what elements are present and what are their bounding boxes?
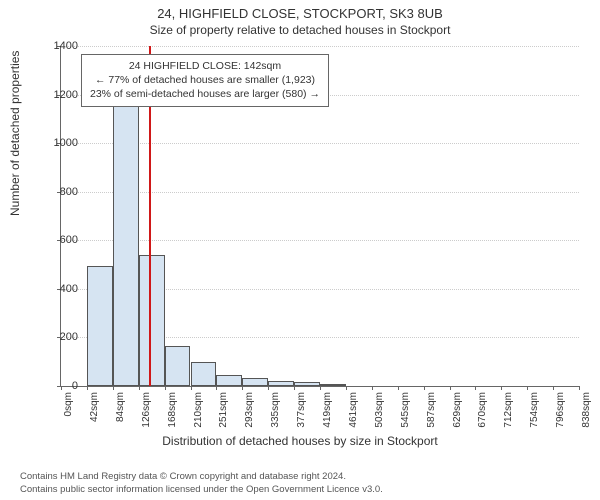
- plot-area: 24 HIGHFIELD CLOSE: 142sqm ← 77% of deta…: [60, 46, 579, 387]
- chart-subtitle: Size of property relative to detached ho…: [0, 21, 600, 37]
- ytick-label: 1400: [44, 40, 78, 52]
- xtick-mark: [501, 386, 502, 390]
- ytick-label: 1200: [44, 89, 78, 101]
- footer-line1: Contains HM Land Registry data © Crown c…: [20, 471, 383, 483]
- xtick-mark: [450, 386, 451, 390]
- xtick-mark: [216, 386, 217, 390]
- xtick-label: 84sqm: [115, 392, 126, 422]
- xtick-mark: [346, 386, 347, 390]
- xtick-mark: [294, 386, 295, 390]
- xtick-mark: [87, 386, 88, 390]
- xtick-label: 419sqm: [322, 392, 333, 428]
- footer: Contains HM Land Registry data © Crown c…: [20, 471, 383, 496]
- xtick-label: 503sqm: [374, 392, 385, 428]
- xtick-mark: [424, 386, 425, 390]
- gridline: [61, 240, 579, 241]
- xtick-label: 754sqm: [529, 392, 540, 428]
- annotation-line3: 23% of semi-detached houses are larger (…: [90, 87, 320, 101]
- xtick-mark: [320, 386, 321, 390]
- xtick-mark: [579, 386, 580, 390]
- histogram-bar: [294, 382, 320, 386]
- annotation-line2: ← 77% of detached houses are smaller (1,…: [90, 73, 320, 87]
- histogram-bar: [165, 346, 191, 386]
- histogram-bar: [191, 362, 217, 386]
- xtick-mark: [242, 386, 243, 390]
- xtick-mark: [165, 386, 166, 390]
- histogram-bar: [113, 101, 139, 386]
- xtick-label: 838sqm: [581, 392, 592, 428]
- chart-title: 24, HIGHFIELD CLOSE, STOCKPORT, SK3 8UB: [0, 0, 600, 21]
- chart-container: 24, HIGHFIELD CLOSE, STOCKPORT, SK3 8UB …: [0, 0, 600, 500]
- ytick-label: 0: [44, 380, 78, 392]
- xtick-label: 293sqm: [244, 392, 255, 428]
- xtick-label: 0sqm: [63, 392, 74, 416]
- histogram-bar: [139, 255, 165, 386]
- xtick-label: 210sqm: [193, 392, 204, 428]
- xtick-label: 670sqm: [477, 392, 488, 428]
- ytick-label: 800: [44, 186, 78, 198]
- xtick-label: 251sqm: [218, 392, 229, 428]
- xtick-label: 629sqm: [452, 392, 463, 428]
- xtick-label: 168sqm: [167, 392, 178, 428]
- ytick-label: 1000: [44, 137, 78, 149]
- xtick-label: 42sqm: [89, 392, 100, 422]
- xtick-mark: [113, 386, 114, 390]
- xtick-label: 461sqm: [348, 392, 359, 428]
- ytick-label: 200: [44, 331, 78, 343]
- annotation-box: 24 HIGHFIELD CLOSE: 142sqm ← 77% of deta…: [81, 54, 329, 107]
- gridline: [61, 143, 579, 144]
- histogram-bar: [320, 384, 346, 386]
- xtick-label: 587sqm: [426, 392, 437, 428]
- gridline: [61, 192, 579, 193]
- xtick-label: 377sqm: [296, 392, 307, 428]
- histogram-bar: [268, 381, 294, 386]
- xtick-label: 545sqm: [400, 392, 411, 428]
- histogram-bar: [87, 266, 113, 386]
- xtick-mark: [553, 386, 554, 390]
- xtick-mark: [191, 386, 192, 390]
- ytick-label: 600: [44, 234, 78, 246]
- y-axis-label: Number of detached properties: [8, 51, 22, 216]
- histogram-bar: [216, 375, 242, 386]
- xtick-mark: [139, 386, 140, 390]
- xtick-mark: [398, 386, 399, 390]
- xtick-mark: [527, 386, 528, 390]
- xtick-label: 796sqm: [555, 392, 566, 428]
- xtick-label: 126sqm: [141, 392, 152, 428]
- xtick-label: 712sqm: [503, 392, 514, 428]
- histogram-bar: [242, 378, 268, 387]
- annotation-line1: 24 HIGHFIELD CLOSE: 142sqm: [90, 59, 320, 73]
- x-axis-label: Distribution of detached houses by size …: [0, 434, 600, 448]
- footer-line2: Contains public sector information licen…: [20, 484, 383, 496]
- ytick-label: 400: [44, 283, 78, 295]
- gridline: [61, 46, 579, 47]
- xtick-mark: [268, 386, 269, 390]
- xtick-mark: [475, 386, 476, 390]
- xtick-label: 335sqm: [270, 392, 281, 428]
- xtick-mark: [372, 386, 373, 390]
